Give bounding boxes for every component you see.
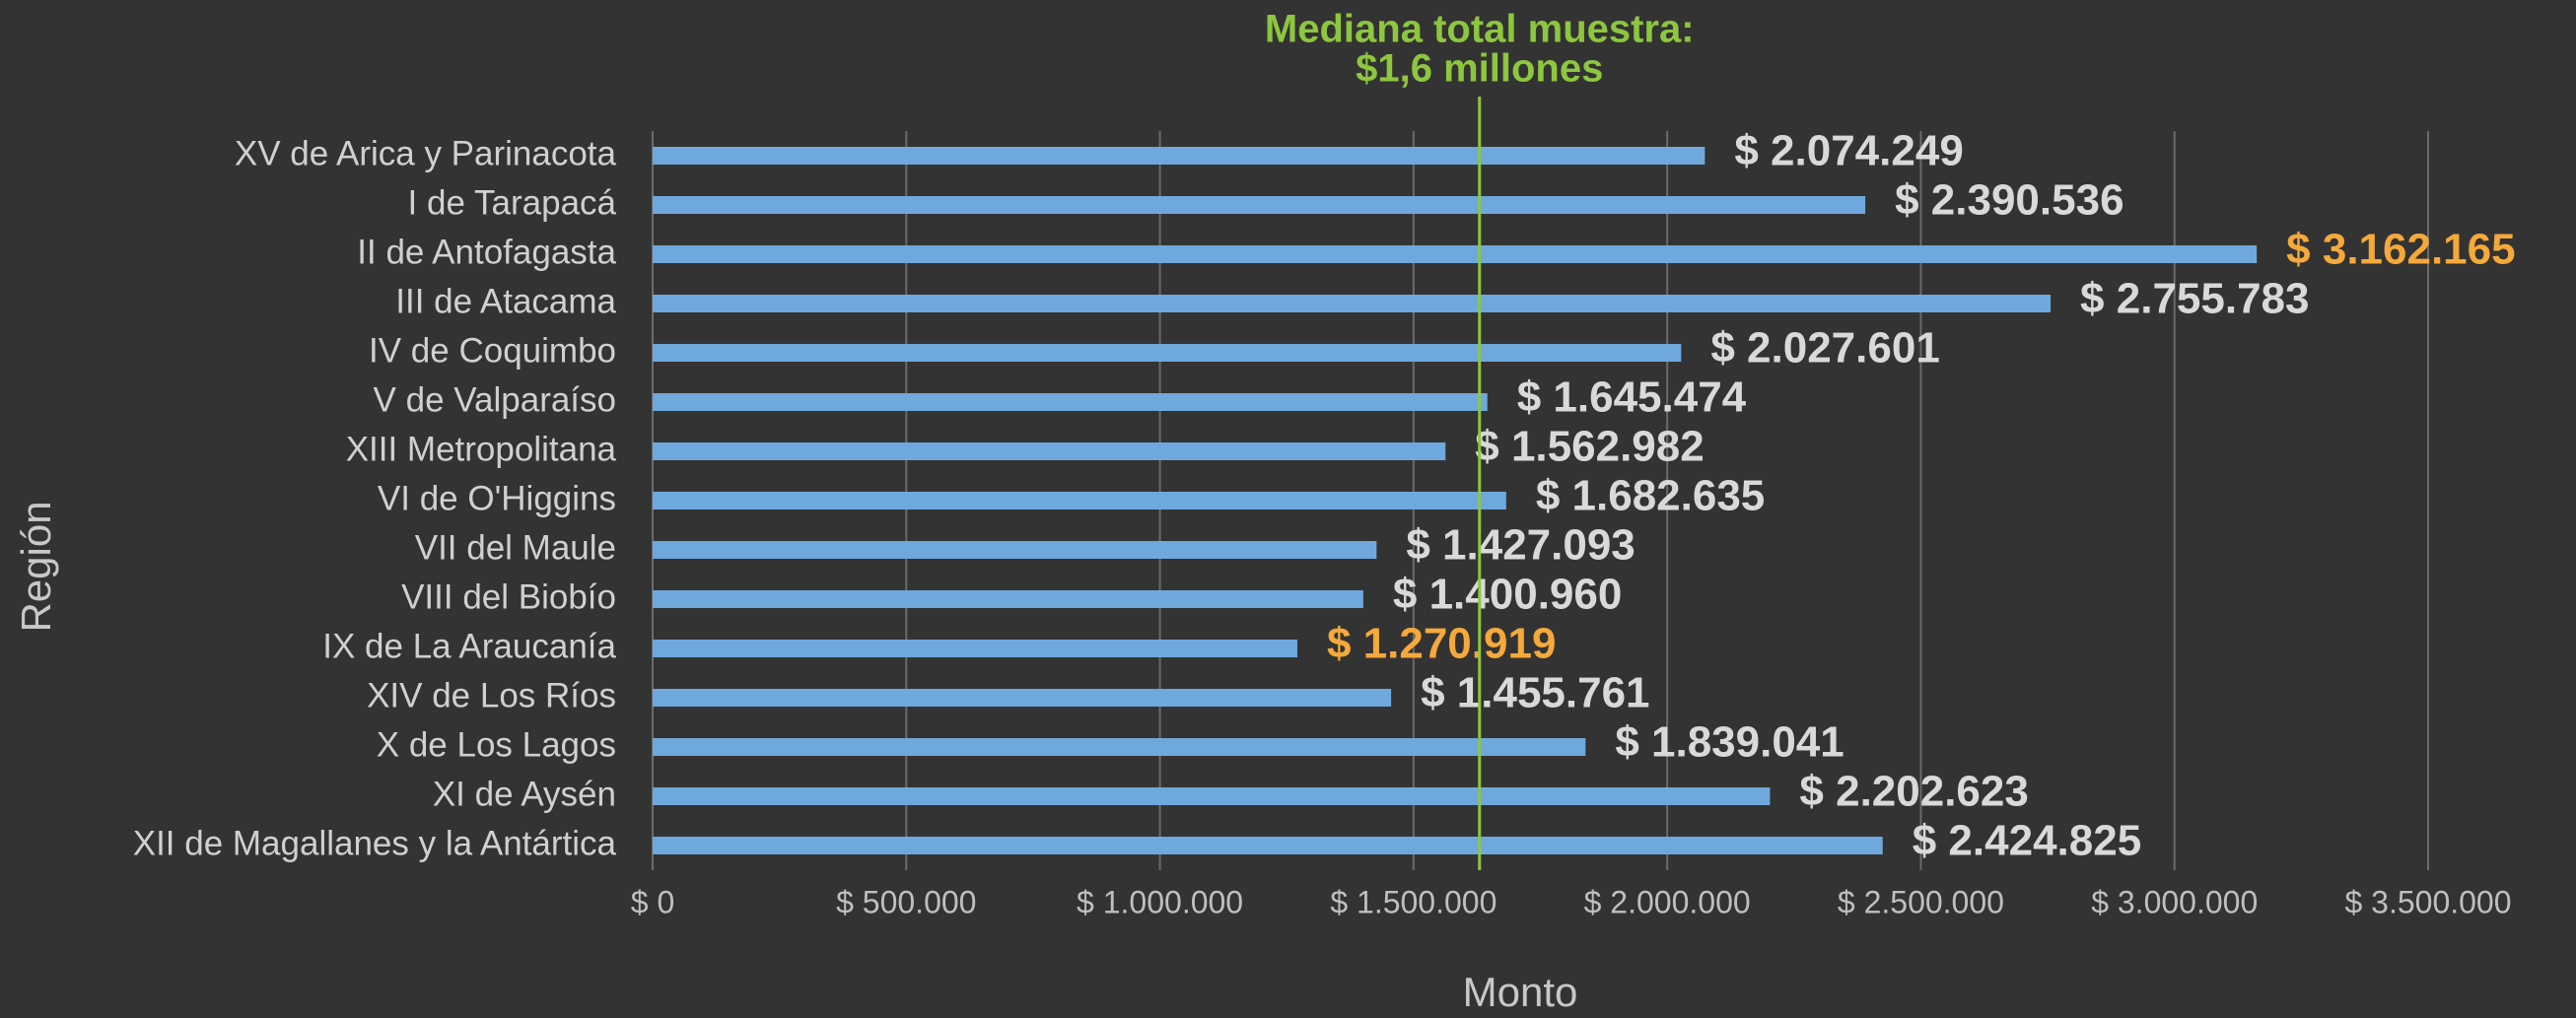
bar bbox=[653, 393, 1488, 411]
x-tick-label: $ 3.000.000 bbox=[2091, 884, 2258, 919]
value-label: $ 1.400.960 bbox=[1393, 571, 1622, 619]
x-tick-label: $ 2.500.000 bbox=[1838, 884, 2004, 919]
y-tick-label: VIII del Biobío bbox=[401, 577, 616, 616]
reference-label: Mediana total muestra: bbox=[1265, 8, 1695, 51]
bar bbox=[653, 492, 1506, 509]
y-tick-label: VI de O'Higgins bbox=[378, 479, 616, 517]
value-label: $ 2.424.825 bbox=[1913, 817, 2141, 865]
value-label: $ 1.270.919 bbox=[1327, 620, 1556, 668]
x-tick-label: $ 500.000 bbox=[836, 884, 976, 919]
y-tick-label: III de Atacama bbox=[395, 282, 616, 320]
y-tick-label: X de Los Lagos bbox=[377, 725, 616, 764]
bar bbox=[653, 738, 1586, 756]
y-tick-label: II de Antofagasta bbox=[357, 233, 616, 271]
y-tick-label: IV de Coquimbo bbox=[369, 331, 616, 370]
value-label: $ 1.645.474 bbox=[1517, 373, 1747, 422]
y-tick-label: I de Tarapacá bbox=[408, 183, 617, 222]
y-tick-label: XII de Magallanes y la Antártica bbox=[133, 824, 617, 862]
x-axis-title: Monto bbox=[1463, 969, 1578, 1015]
bar bbox=[653, 245, 2258, 263]
y-tick-label: VII del Maule bbox=[415, 528, 616, 567]
y-tick-label: XI de Aysén bbox=[433, 775, 616, 813]
bar bbox=[653, 837, 1883, 854]
value-label: $ 2.027.601 bbox=[1710, 324, 1939, 373]
bar bbox=[653, 196, 1866, 214]
value-label: $ 2.755.783 bbox=[2080, 275, 2309, 323]
value-label: $ 1.839.041 bbox=[1615, 718, 1844, 767]
bar bbox=[653, 541, 1377, 559]
bar bbox=[653, 442, 1446, 460]
value-label: $ 1.427.093 bbox=[1406, 521, 1635, 570]
y-axis-title: Región bbox=[13, 501, 59, 632]
x-tick-label: $ 1.500.000 bbox=[1330, 884, 1497, 919]
y-tick-label: XIV de Los Ríos bbox=[367, 676, 616, 714]
bar bbox=[653, 640, 1297, 657]
value-label: $ 1.682.635 bbox=[1536, 472, 1765, 520]
bar bbox=[653, 787, 1771, 805]
x-tick-label: $ 2.000.000 bbox=[1584, 884, 1751, 919]
bar bbox=[653, 689, 1392, 707]
bar bbox=[653, 147, 1706, 165]
bar bbox=[653, 590, 1363, 608]
bar bbox=[653, 295, 2052, 312]
y-tick-label: XIII Metropolitana bbox=[346, 430, 617, 468]
value-label: $ 3.162.165 bbox=[2286, 226, 2515, 274]
value-label: $ 1.562.982 bbox=[1475, 423, 1704, 471]
x-tick-label: $ 0 bbox=[631, 884, 674, 919]
value-label: $ 2.390.536 bbox=[1895, 176, 2123, 225]
y-tick-label: IX de La Araucanía bbox=[322, 627, 616, 665]
bar bbox=[653, 344, 1682, 362]
value-label: $ 1.455.761 bbox=[1421, 669, 1649, 717]
value-label: $ 2.202.623 bbox=[1799, 768, 2028, 816]
y-tick-label: XV de Arica y Parinacota bbox=[235, 134, 617, 172]
reference-label: $1,6 millones bbox=[1356, 47, 1603, 91]
y-tick-label: V de Valparaíso bbox=[374, 380, 616, 419]
value-label: $ 2.074.249 bbox=[1734, 127, 1963, 175]
x-tick-label: $ 1.000.000 bbox=[1077, 884, 1243, 919]
x-tick-label: $ 3.500.000 bbox=[2344, 884, 2511, 919]
